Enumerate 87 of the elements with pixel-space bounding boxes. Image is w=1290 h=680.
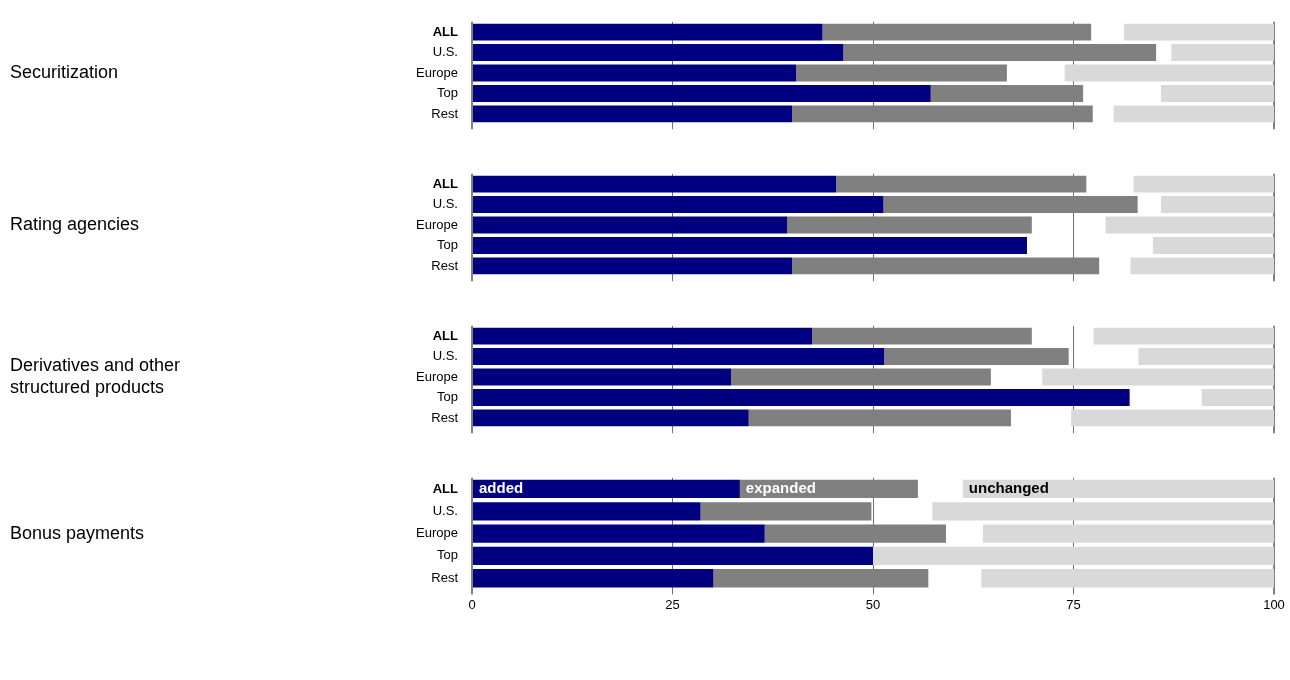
bar	[473, 409, 749, 427]
bar	[822, 23, 1092, 41]
bar	[812, 327, 1032, 345]
bar	[473, 44, 844, 61]
bar	[836, 175, 1087, 193]
bar	[1130, 257, 1274, 275]
y-tick-label: Europe	[416, 368, 458, 384]
bar	[748, 409, 1011, 427]
bar	[473, 257, 792, 275]
bar	[473, 23, 823, 41]
bar	[1124, 23, 1274, 41]
y-tick-label: Top	[437, 547, 458, 563]
bar	[982, 524, 1274, 543]
bar	[473, 368, 732, 386]
bar	[473, 237, 1027, 254]
y-tick-label: Europe	[416, 64, 458, 80]
series-label: added	[479, 479, 524, 497]
bar	[787, 216, 1032, 234]
bar	[473, 85, 931, 102]
y-tick-label: ALL	[432, 175, 459, 191]
bar	[792, 105, 1093, 123]
bar	[473, 105, 792, 123]
y-tick-label: Europe	[416, 525, 458, 541]
bar	[796, 64, 1007, 82]
y-tick-label: U.S.	[432, 196, 458, 212]
x-tick-label: 0	[468, 596, 476, 612]
bar	[473, 524, 765, 543]
y-tick-label: Top	[437, 85, 458, 101]
bar	[473, 348, 885, 365]
x-tick-label: 100	[1263, 596, 1285, 612]
bar	[1071, 409, 1274, 427]
y-axis-title: Bonus payments	[10, 522, 145, 543]
bar	[1133, 175, 1274, 193]
bar	[1105, 216, 1274, 234]
bar	[473, 216, 788, 234]
bar	[473, 196, 884, 213]
bar	[764, 524, 946, 543]
bar	[1113, 105, 1274, 123]
bar	[473, 546, 873, 566]
bar	[473, 569, 714, 588]
bar	[473, 175, 837, 193]
bar	[700, 502, 872, 521]
x-tick-label: 25	[665, 596, 680, 612]
bar	[1152, 237, 1274, 254]
bar	[792, 257, 1100, 275]
series-label: expanded	[745, 479, 816, 497]
bar	[473, 64, 797, 82]
bar	[1138, 348, 1274, 365]
y-tick-label: Top	[437, 389, 458, 405]
bar	[473, 502, 701, 521]
y-tick-label: ALL	[432, 327, 459, 343]
y-tick-label: Rest	[431, 257, 459, 273]
y-tick-label: Europe	[416, 216, 458, 232]
y-tick-label: U.S.	[432, 502, 458, 518]
bar	[930, 85, 1084, 102]
bar	[843, 44, 1157, 61]
bar	[873, 546, 1274, 566]
y-tick-label: ALL	[432, 23, 459, 39]
bar	[713, 569, 929, 588]
x-tick-label: 50	[865, 596, 881, 612]
series-label: unchanged	[968, 479, 1049, 497]
bar	[473, 327, 813, 345]
bar	[1201, 389, 1274, 406]
bar	[1160, 196, 1274, 213]
bar	[473, 389, 1130, 406]
bar	[1064, 64, 1274, 82]
y-tick-label: Rest	[431, 409, 459, 425]
y-axis-title: Rating agencies	[10, 213, 140, 234]
bar	[1160, 85, 1274, 102]
bar	[1093, 327, 1274, 345]
bar	[883, 196, 1138, 213]
bar	[731, 368, 991, 386]
y-tick-label: Top	[437, 237, 458, 253]
y-tick-label: Rest	[431, 105, 459, 121]
y-axis-title: Securitization	[10, 61, 119, 82]
bar	[1042, 368, 1274, 386]
bar	[981, 569, 1274, 588]
bar	[932, 502, 1274, 521]
y-tick-label: U.S.	[432, 348, 458, 364]
y-tick-label: U.S.	[432, 44, 458, 60]
x-tick-label: 75	[1066, 596, 1081, 612]
y-axis-title: Derivatives and other structured products	[10, 354, 181, 397]
bar	[884, 348, 1069, 365]
bar	[1171, 44, 1274, 61]
bar	[473, 479, 740, 499]
y-tick-label: ALL	[432, 480, 459, 496]
y-tick-label: Rest	[431, 569, 459, 585]
